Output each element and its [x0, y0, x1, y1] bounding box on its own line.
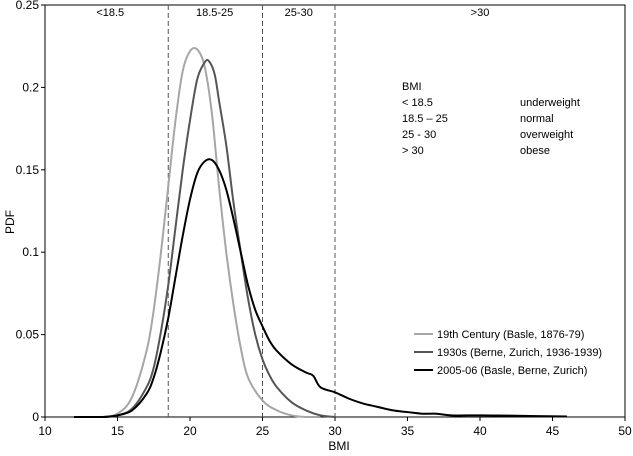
- region-label: 25-30: [285, 7, 313, 19]
- region-label: >30: [471, 7, 490, 19]
- threshold-lines: [167, 5, 336, 417]
- y-tick-label: 0.15: [16, 163, 40, 177]
- bmi-range: > 30: [402, 145, 424, 157]
- region-label: 18.5-25: [196, 7, 233, 19]
- legend-label: 19th Century (Basle, 1876-79): [437, 329, 584, 341]
- bmi-category: underweight: [520, 97, 580, 109]
- y-tick-label: 0: [32, 410, 39, 424]
- series-line: [102, 46, 321, 419]
- x-tick-label: 25: [256, 424, 270, 438]
- x-tick-label: 40: [473, 424, 487, 438]
- x-tick-label: 35: [401, 424, 415, 438]
- series-line: [102, 58, 336, 418]
- region-label: <18.5: [96, 7, 124, 19]
- x-axis-title: BMI: [328, 439, 349, 453]
- legend-label: 1930s (Berne, Zurich, 1936-1939): [437, 347, 602, 359]
- x-axis-ticks: 10 15 20 25 30 35 40 45 50: [38, 417, 632, 438]
- x-tick-label: 15: [111, 424, 125, 438]
- bmi-category: obese: [520, 145, 550, 157]
- x-tick-label: 30: [328, 424, 342, 438]
- x-tick-label: 20: [183, 424, 197, 438]
- series-line: [73, 158, 568, 419]
- x-tick-label: 45: [546, 424, 560, 438]
- bmi-range: 18.5 – 25: [402, 113, 448, 125]
- y-tick-label: 0.25: [16, 0, 40, 12]
- bmi-region-labels: <18.5 18.5-25 25-30 >30: [96, 7, 489, 19]
- bmi-category: normal: [520, 113, 554, 125]
- y-axis-title: PDF: [3, 210, 17, 234]
- x-tick-label: 50: [618, 424, 632, 438]
- x-tick-label: 10: [38, 424, 52, 438]
- bmi-range: < 18.5: [402, 97, 433, 109]
- series-lines: [73, 46, 568, 419]
- y-tick-label: 0.1: [22, 245, 39, 259]
- bmi-category: overweight: [520, 129, 573, 141]
- y-axis-ticks: 0 0.05 0.1 0.15 0.2 0.25: [16, 0, 45, 424]
- bmi-range: 25 - 30: [402, 129, 436, 141]
- y-tick-label: 0.05: [16, 328, 40, 342]
- bmi-category-table: BMI < 18.5 underweight 18.5 – 25 normal 25 -…: [402, 81, 580, 157]
- y-tick-label: 0.2: [22, 80, 39, 94]
- legend: 19th Century (Basle, 1876-79) 1930s (Bern…: [414, 329, 602, 377]
- legend-label: 2005-06 (Basle, Berne, Zurich): [437, 365, 587, 377]
- bmi-table-header: BMI: [402, 81, 422, 93]
